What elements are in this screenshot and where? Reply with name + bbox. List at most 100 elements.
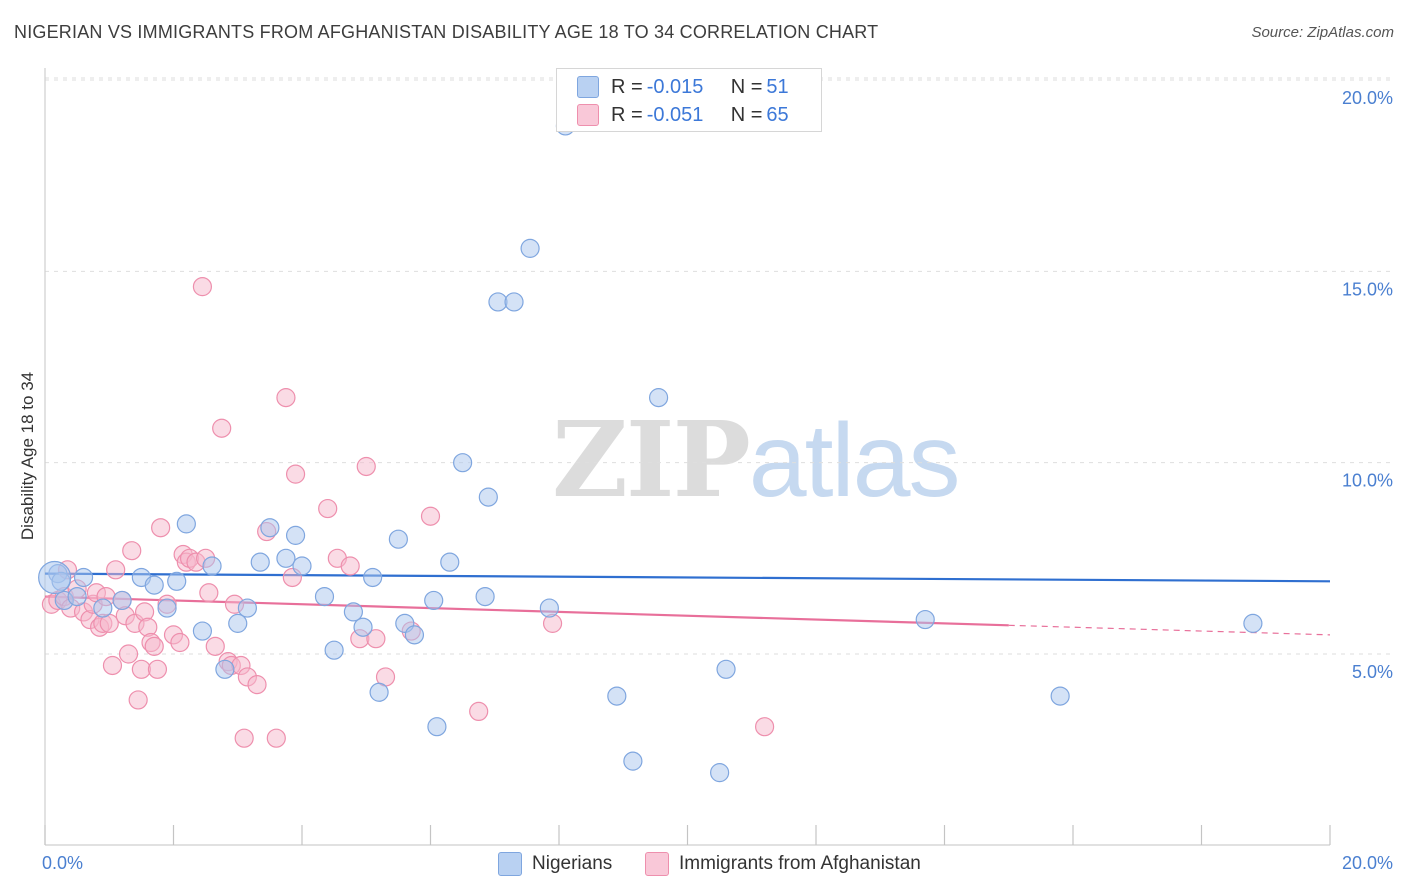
point-nigerians xyxy=(427,717,447,737)
tick-labels: 5.0% 10.0% 15.0% 20.0% 0.0% 20.0% xyxy=(42,88,1393,873)
point-afghanistan xyxy=(192,277,213,297)
data-points xyxy=(38,116,1263,783)
point-afghanistan xyxy=(106,560,126,580)
point-nigerians xyxy=(202,556,222,576)
point-nigerians xyxy=(176,514,196,534)
point-nigerians xyxy=(157,598,177,618)
point-afghanistan xyxy=(147,659,168,679)
x-tick-label: 0.0% xyxy=(42,853,83,873)
correlation-legend: R = -0.015 N = 51 R = -0.051 N = 65 xyxy=(556,68,822,132)
axes xyxy=(44,68,1331,846)
point-afghanistan xyxy=(128,690,148,710)
y-axis-label-group: Disability Age 18 to 34 xyxy=(18,372,37,540)
y-tick-label: 15.0% xyxy=(1342,279,1393,299)
point-afghanistan xyxy=(118,644,139,664)
trend-line-nigerians xyxy=(44,572,1331,583)
point-nigerians xyxy=(112,590,132,611)
point-nigerians xyxy=(710,763,730,783)
legend-swatch-pink xyxy=(645,852,669,876)
trend-line-afghanistan xyxy=(44,595,1009,627)
point-nigerians xyxy=(192,621,213,641)
point-nigerians xyxy=(93,598,113,618)
point-afghanistan xyxy=(754,717,775,737)
point-afghanistan xyxy=(266,728,286,748)
x-tick-label: 20.0% xyxy=(1342,853,1393,873)
point-nigerians xyxy=(1243,613,1263,633)
y-tick-label: 10.0% xyxy=(1342,471,1393,491)
point-nigerians xyxy=(292,556,312,576)
point-afghanistan xyxy=(366,629,386,649)
zipatlas-watermark: ZIPatlas xyxy=(552,398,961,521)
point-afghanistan xyxy=(199,583,219,603)
point-nigerians xyxy=(404,625,425,645)
point-afghanistan xyxy=(340,556,360,576)
point-nigerians xyxy=(144,575,164,595)
point-afghanistan xyxy=(318,498,338,519)
point-nigerians xyxy=(67,586,87,607)
point-nigerians xyxy=(73,567,94,588)
legend-n-label: N = xyxy=(730,103,763,126)
watermark-atlas: atlas xyxy=(748,403,961,519)
point-nigerians xyxy=(38,560,72,595)
point-nigerians xyxy=(215,659,235,679)
point-nigerians xyxy=(276,548,296,568)
point-nigerians xyxy=(250,552,270,572)
point-nigerians xyxy=(260,518,280,538)
point-nigerians xyxy=(167,571,187,591)
point-nigerians xyxy=(353,617,373,637)
y-axis-label: Disability Age 18 to 34 xyxy=(18,372,37,540)
point-afghanistan xyxy=(247,675,267,695)
legend-row-afghanistan: R = -0.051 N = 65 xyxy=(577,101,789,129)
point-afghanistan xyxy=(469,701,489,722)
legend-item-afghanistan[interactable]: Immigrants from Afghanistan xyxy=(645,852,921,876)
point-afghanistan xyxy=(122,541,142,561)
point-nigerians xyxy=(488,292,508,312)
point-afghanistan xyxy=(212,418,232,438)
point-nigerians xyxy=(440,552,460,572)
y-tick-label: 5.0% xyxy=(1352,662,1393,682)
point-nigerians xyxy=(388,529,408,549)
point-afghanistan xyxy=(131,659,151,679)
legend-label-afghanistan: Immigrants from Afghanistan xyxy=(679,853,921,874)
point-nigerians xyxy=(314,586,335,607)
point-nigerians xyxy=(520,238,540,258)
legend-n-label: N = xyxy=(730,75,763,98)
point-nigerians xyxy=(324,640,344,660)
trend-line-afghanistan-dashed xyxy=(1008,624,1331,636)
point-nigerians xyxy=(504,292,524,312)
legend-n-value: 51 xyxy=(766,75,789,98)
point-nigerians xyxy=(716,659,736,679)
point-nigerians xyxy=(623,751,643,771)
point-nigerians xyxy=(648,388,669,408)
chart-title: NIGERIAN VS IMMIGRANTS FROM AFGHANISTAN … xyxy=(14,22,879,42)
point-nigerians xyxy=(478,487,498,507)
point-nigerians xyxy=(285,525,306,545)
legend-r-label: R = xyxy=(611,103,643,126)
point-nigerians xyxy=(1050,686,1070,706)
legend-swatch-blue xyxy=(577,76,599,98)
watermark-zip: ZIP xyxy=(552,398,751,521)
point-afghanistan xyxy=(102,655,123,676)
point-nigerians xyxy=(228,613,248,633)
legend-n-value: 65 xyxy=(766,103,789,126)
point-nigerians xyxy=(453,453,473,473)
legend-label-nigerians: Nigerians xyxy=(532,853,613,874)
grid-lines xyxy=(45,77,1390,655)
legend-swatch-pink xyxy=(577,104,599,126)
point-afghanistan xyxy=(170,632,190,653)
point-nigerians xyxy=(237,598,257,618)
point-afghanistan xyxy=(205,636,225,656)
point-nigerians xyxy=(363,567,383,588)
legend-row-nigerians: R = -0.015 N = 51 xyxy=(577,73,789,101)
point-afghanistan xyxy=(420,506,441,526)
legend-r-value: -0.051 xyxy=(646,103,704,126)
legend-item-nigerians[interactable]: Nigerians xyxy=(498,852,612,876)
y-tick-label: 20.0% xyxy=(1342,88,1393,108)
legend-r-label: R = xyxy=(611,75,643,98)
point-nigerians xyxy=(475,586,495,607)
point-nigerians xyxy=(539,598,559,618)
point-afghanistan xyxy=(144,636,164,656)
legend-r-value: -0.015 xyxy=(646,75,704,98)
point-nigerians xyxy=(915,609,935,630)
